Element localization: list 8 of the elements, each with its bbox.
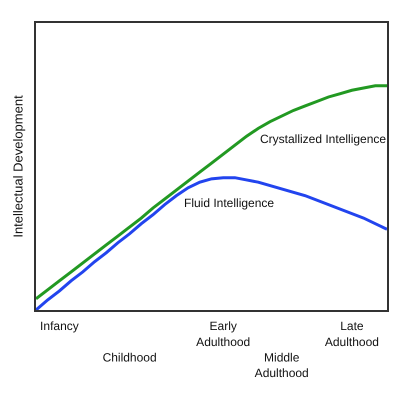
x-tick-label: Infancy	[40, 319, 79, 334]
x-tick-label: Late Adulthood	[324, 319, 379, 349]
series-label: Crystallized Intelligence	[260, 132, 386, 146]
x-tick-label: Early Adulthood	[196, 319, 250, 349]
x-tick-label: Childhood	[102, 350, 157, 364]
series-label: Fluid Intelligence	[184, 196, 274, 210]
y-axis-title: Intellectual Development	[10, 94, 26, 238]
x-tick-label: Middle Adulthood	[254, 350, 309, 380]
